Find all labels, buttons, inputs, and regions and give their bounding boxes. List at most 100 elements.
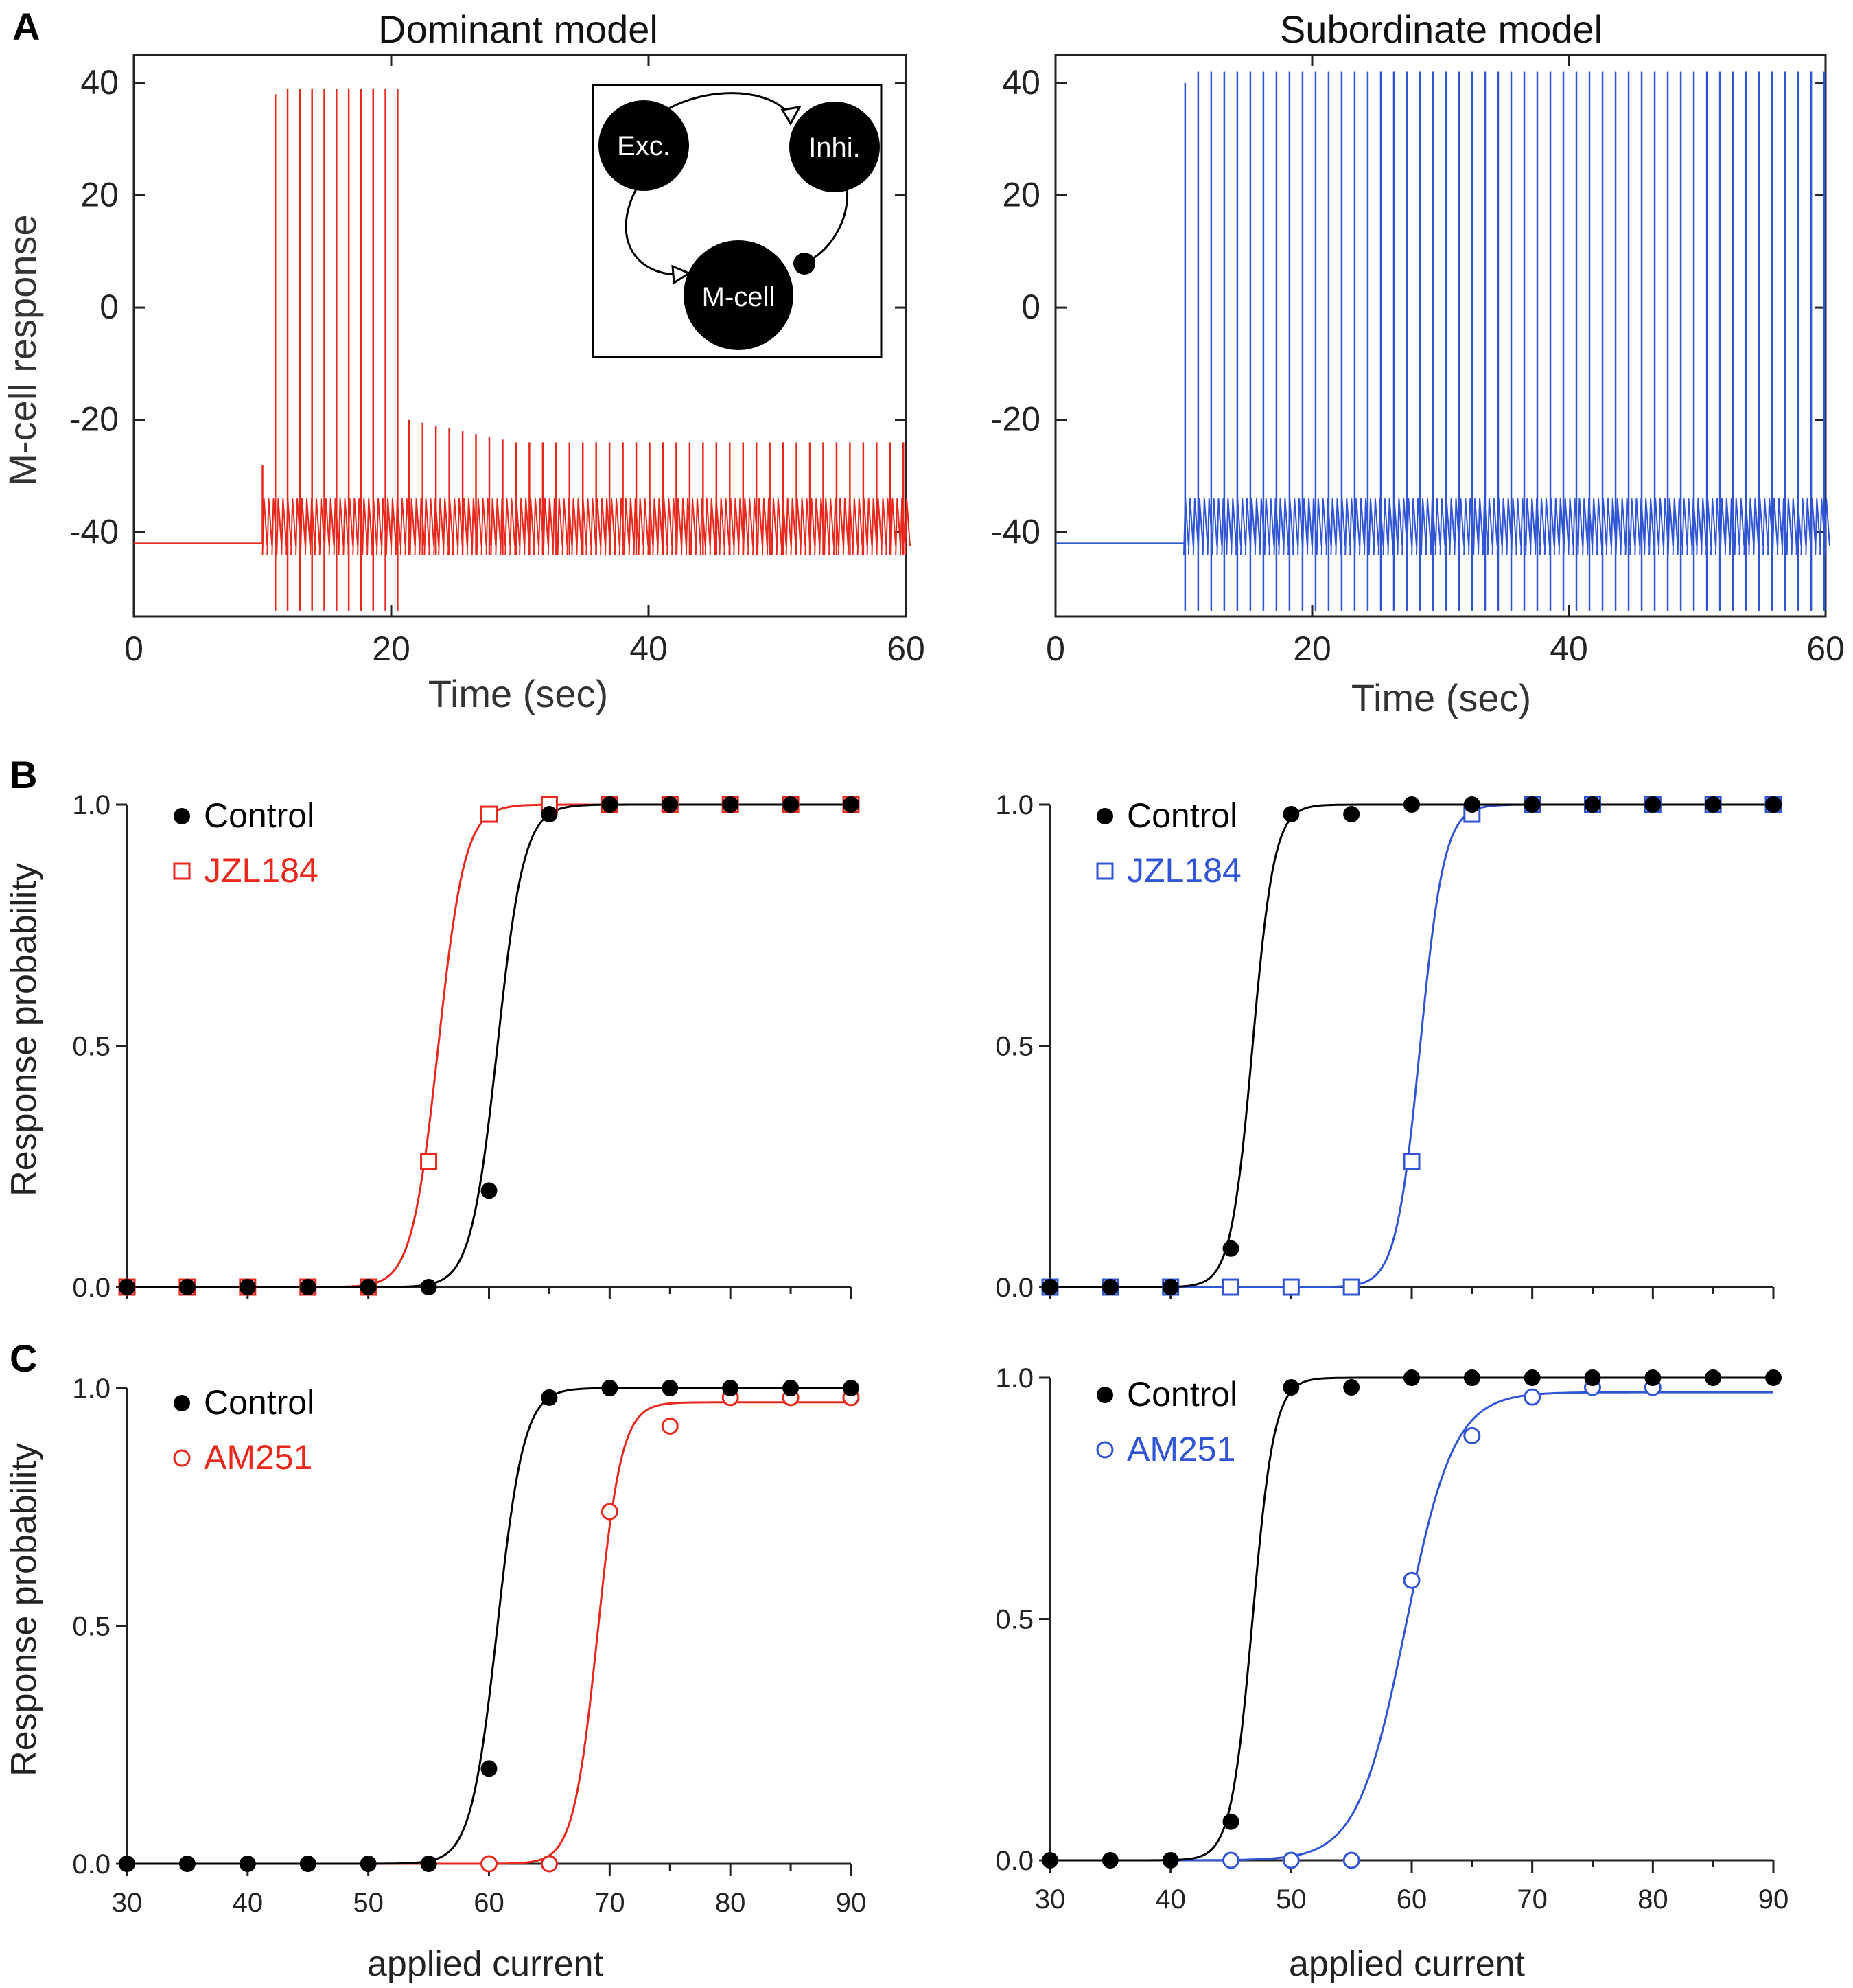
data-point <box>480 1182 498 1199</box>
data-point <box>722 1380 739 1396</box>
data-point <box>1705 796 1722 813</box>
inset-loop-arrow <box>625 185 680 276</box>
data-point <box>119 1856 135 1872</box>
x-tick-label: 80 <box>715 1888 746 1918</box>
x-axis-title: Time (sec) <box>428 672 608 715</box>
data-point <box>299 1279 316 1295</box>
x-tick-label: 70 <box>594 1888 625 1918</box>
data-point <box>782 796 800 813</box>
x-tick-label: 30 <box>1035 1884 1066 1915</box>
data-point <box>173 862 191 880</box>
data-point <box>662 796 679 813</box>
data-point <box>1222 1813 1239 1830</box>
chart-b-subordinate: 0.0 0.5 1.0 Control JZL184 <box>995 790 1782 1303</box>
plot-frame <box>132 54 907 618</box>
x-tick-label: 40 <box>629 629 668 668</box>
x-tick-label: 20 <box>372 629 410 668</box>
inset-node-mcell <box>684 240 793 350</box>
inset-inhibit-line <box>808 185 849 262</box>
data-point <box>1342 1278 1360 1296</box>
data-point <box>1283 806 1300 823</box>
data-point <box>1463 796 1480 813</box>
legend-label-control: Control <box>1127 1375 1237 1413</box>
data-point <box>1463 1369 1480 1386</box>
data-point <box>782 1380 800 1396</box>
data-point <box>480 1855 498 1873</box>
data-point <box>360 1856 377 1872</box>
chart-a-subordinate: Subordinate model Time (sec) 0 20 40 60 40 20… <box>991 8 1845 719</box>
y-tick-label: 0 <box>1021 288 1040 326</box>
data-point <box>540 1855 558 1873</box>
data-point <box>601 1380 618 1396</box>
y-tick-label: 0.5 <box>995 1605 1034 1635</box>
data-point <box>1524 1388 1541 1406</box>
data-point <box>239 1279 256 1295</box>
legend-label-am251: AM251 <box>204 1438 312 1477</box>
data-point <box>174 808 190 824</box>
data-point <box>1644 796 1662 813</box>
data-point <box>1403 1369 1420 1386</box>
data-point <box>1343 1379 1360 1396</box>
data-point <box>480 805 498 823</box>
y-axis-title: Response probability <box>4 863 44 1197</box>
chart-title: Subordinate model <box>1280 8 1603 51</box>
data-point <box>1162 1279 1179 1295</box>
x-tick-label: 30 <box>112 1888 143 1918</box>
data-point <box>1283 1379 1300 1396</box>
chart-c-dominant: Response probability applied current 30 4… <box>4 1374 866 1984</box>
data-point <box>541 806 558 823</box>
x-tick-label: 60 <box>1397 1884 1427 1915</box>
data-point <box>173 1449 191 1467</box>
data-point <box>1524 796 1541 813</box>
y-tick-label: 0.0 <box>995 1846 1034 1876</box>
y-tick-label: 1.0 <box>995 1363 1034 1394</box>
x-axis-title: Time (sec) <box>1351 676 1531 719</box>
plot-frame <box>1054 54 1827 618</box>
inset-arrowhead-exc-inh <box>780 106 802 126</box>
legend-label-am251: AM251 <box>1127 1430 1235 1468</box>
y-tick-label: 20 <box>1002 176 1040 214</box>
data-point <box>1096 1441 1114 1459</box>
y-tick-label: 0.0 <box>995 1273 1034 1303</box>
y-tick-label: 0.5 <box>72 1612 110 1642</box>
data-point <box>1282 1851 1300 1869</box>
data-point <box>1584 1369 1601 1386</box>
inset-arrowhead-exc-m <box>671 264 692 285</box>
y-tick-label: 1.0 <box>72 1374 110 1404</box>
data-point <box>178 1856 196 1872</box>
inset-inhibit-terminal <box>793 253 815 275</box>
panel-letter-a: A <box>12 5 40 48</box>
x-axis-title: applied current <box>367 1944 604 1984</box>
y-tick-label: -40 <box>991 512 1040 551</box>
data-point <box>1282 1278 1300 1296</box>
data-point <box>722 796 739 813</box>
data-point <box>1102 1852 1119 1869</box>
data-point <box>843 1380 859 1396</box>
x-tick-label: 70 <box>1517 1884 1548 1915</box>
data-point <box>119 1279 135 1295</box>
x-tick-label: 50 <box>353 1888 384 1918</box>
y-axis-title: M-cell response <box>1 214 44 485</box>
data-point <box>1644 1369 1662 1386</box>
data-point <box>1222 1240 1239 1257</box>
x-tick-label: 40 <box>1550 629 1588 668</box>
legend-label-control: Control <box>204 1383 314 1422</box>
data-point <box>1524 1369 1541 1386</box>
x-tick-label: 20 <box>1293 629 1331 668</box>
x-tick-label: 60 <box>887 629 925 668</box>
data-point <box>420 1856 437 1872</box>
inset-label-inh: Inhi. <box>808 132 861 163</box>
data-point <box>1097 808 1113 824</box>
legend-label-control: Control <box>1127 796 1237 835</box>
legend-label-jzl184: JZL184 <box>204 851 318 890</box>
x-tick-label: 40 <box>233 1888 264 1918</box>
data-point <box>1342 1851 1360 1869</box>
y-tick-label: 20 <box>80 176 119 214</box>
data-point <box>1042 1279 1058 1295</box>
inset-label-exc: Exc. <box>617 131 671 161</box>
data-point <box>843 796 859 813</box>
data-point <box>1343 806 1360 823</box>
trace-subthreshold-spikes <box>261 498 911 555</box>
x-tick-label: 40 <box>1155 1884 1186 1915</box>
